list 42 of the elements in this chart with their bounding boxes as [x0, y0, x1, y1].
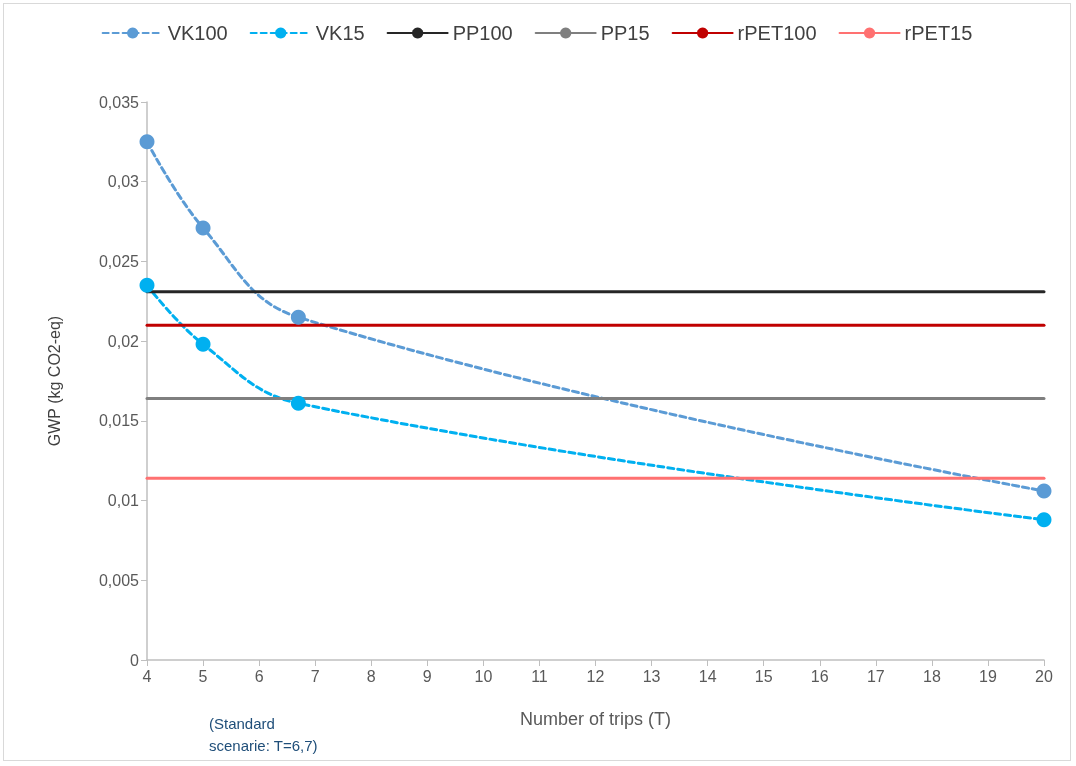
y-axis-title: GWP (kg CO2-eq) — [45, 315, 63, 447]
x-tick-label: 15 — [754, 667, 773, 685]
x-tick-label: 11 — [531, 667, 548, 685]
x-tick-label: 14 — [698, 667, 717, 685]
point — [195, 220, 211, 236]
point — [1036, 483, 1052, 499]
legend-label: rPET100 — [737, 22, 817, 44]
x-tick-label: 8 — [366, 667, 376, 685]
point — [290, 395, 306, 411]
y-tick-label: 0,025 — [98, 252, 140, 270]
y-tick-label: 0,02 — [107, 332, 140, 350]
x-tick-label: 20 — [1035, 667, 1053, 685]
y-tick-label: 0,005 — [98, 571, 140, 589]
y-tick-label: 0,015 — [98, 412, 140, 430]
point — [139, 277, 155, 293]
legend-label: PP100 — [452, 22, 513, 44]
x-axis-title: Number of trips (T) — [519, 709, 672, 729]
legend-label: VK100 — [167, 22, 228, 44]
x-tick-label: 7 — [310, 667, 320, 685]
x-tick-label: 18 — [922, 667, 941, 685]
point — [195, 336, 211, 352]
x-tick-label: 19 — [979, 667, 997, 685]
legend-label: VK15 — [315, 22, 365, 44]
x-tick-label: 9 — [422, 667, 432, 685]
x-tick-label: 13 — [642, 667, 661, 685]
x-tick-label: 12 — [586, 667, 605, 685]
x-tick-label: 6 — [254, 667, 264, 685]
legend-label: rPET15 — [904, 22, 973, 44]
point — [139, 134, 155, 150]
point — [1036, 512, 1052, 528]
y-tick-label: 0,03 — [107, 173, 140, 191]
x-tick-label: 10 — [474, 667, 493, 685]
x-tick-label: 16 — [810, 667, 829, 685]
y-tick-label: 0,035 — [98, 93, 140, 111]
x-tick-label: 17 — [866, 667, 885, 685]
y-tick-label: 0 — [130, 651, 140, 669]
point — [290, 309, 306, 325]
x-tick-label: 4 — [142, 667, 152, 685]
text: (Standard scenarie: T=6,7) — [209, 714, 318, 754]
x-tick-label: 5 — [198, 667, 208, 685]
legend-label: PP15 — [600, 22, 650, 44]
y-tick-label: 0,01 — [107, 492, 140, 510]
